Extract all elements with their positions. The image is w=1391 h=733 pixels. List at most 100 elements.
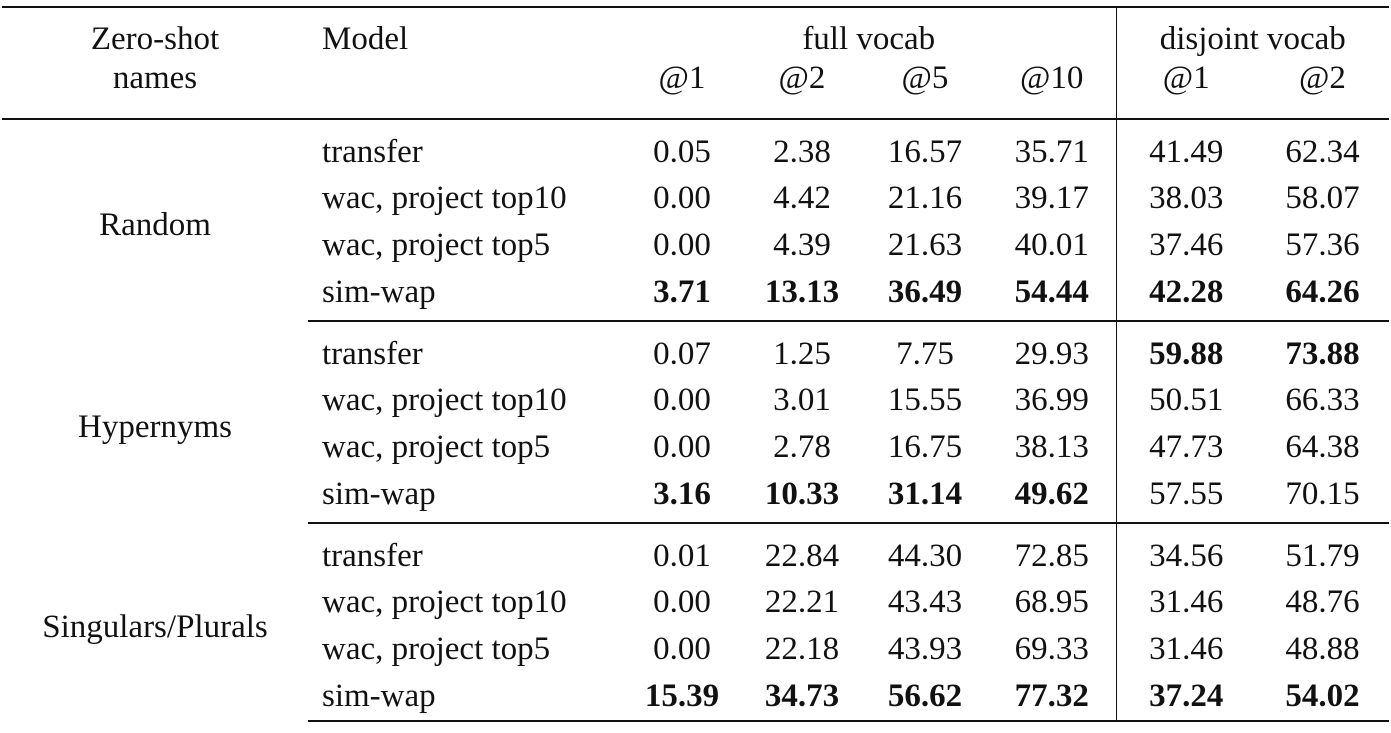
score-disjoint-vocab: 62.34 [1285,134,1360,170]
header-group-line2: names [2,58,308,120]
score-full-vocab: 0.01 [653,538,711,574]
table-row: wac, project top5 0.00 4.39 21.63 40.01 37.46… [2,222,1389,269]
header-k-disjoint: @2 [1256,58,1389,120]
header-k: @10 [988,58,1116,120]
score-disjoint-vocab: 59.88 [1115,321,1256,377]
score-full-vocab: 39.17 [1014,180,1089,216]
header-k: @1 [622,58,742,120]
score-full-vocab: 22.21 [764,584,840,620]
score-disjoint-vocab: 73.88 [1285,336,1360,372]
score-disjoint-vocab: 58.07 [1285,180,1360,216]
score-full-vocab: 43.93 [887,631,963,667]
score-full-vocab: 0.05 [653,134,711,170]
table-row: sim-wap 15.39 34.73 56.62 77.32 37.24 54.02 [2,673,1389,722]
header-full-vocab: full vocab [622,6,1116,58]
score-full-vocab: 31.14 [862,471,988,524]
header-row-2: names @1 @2 @5 @10 @1 @2 [2,58,1389,120]
model-name: wac, project top10 [322,382,567,418]
score-disjoint-vocab: 47.73 [1115,424,1256,471]
table-row: wac, project top5 0.00 22.18 43.93 69.33 31.4… [2,626,1389,673]
score-full-vocab: 0.00 [653,382,711,418]
score-full-vocab: 13.13 [742,269,862,322]
model-name: transfer [322,134,423,170]
score-full-vocab: 38.13 [1014,429,1089,465]
score-full-vocab: 21.16 [887,180,963,216]
header-group-line1: Zero-shot [2,6,308,58]
score-disjoint-vocab: 57.55 [1115,471,1256,524]
score-disjoint-vocab: 51.79 [1285,538,1360,574]
table-row: sim-wap 3.16 10.33 31.14 49.62 57.55 70.15 [2,471,1389,524]
table-row: Random transfer 0.05 2.38 16.57 35.71 41.49 62.… [2,119,1389,243]
score-full-vocab: 35.71 [1014,134,1089,170]
score-full-vocab: 0.00 [653,584,711,620]
header-model: Model [308,6,622,58]
score-full-vocab: 16.57 [887,134,963,170]
results-body: Random transfer 0.05 2.38 16.57 35.71 41.49 62.… [2,119,1389,722]
score-disjoint-vocab: 48.76 [1285,584,1360,620]
table-row: wac, project top10 0.00 22.21 43.43 68.95 31.… [2,579,1389,626]
model-name: wac, project top5 [322,429,551,465]
score-full-vocab: 0.07 [653,336,711,372]
group-label: Singulars/Plurals [42,608,268,645]
model-name: wac, project top5 [322,227,551,263]
score-disjoint-vocab: 42.28 [1115,269,1256,322]
table-row: sim-wap 3.71 13.13 36.49 54.44 42.28 64.26 [2,269,1389,322]
score-full-vocab: 7.75 [896,336,954,372]
score-full-vocab: 29.93 [1014,336,1089,372]
score-full-vocab: 21.63 [887,227,963,263]
model-name: transfer [322,336,423,372]
score-full-vocab: 77.32 [988,673,1116,722]
score-full-vocab: 16.75 [887,429,963,465]
score-full-vocab: 0.00 [653,180,711,216]
score-full-vocab: 2.38 [773,134,831,170]
score-full-vocab: 3.16 [622,471,742,524]
score-full-vocab: 68.95 [1014,584,1089,620]
model-name: wac, project top10 [322,584,567,620]
score-full-vocab: 34.73 [742,673,862,722]
header-k: @5 [862,58,988,120]
model-name: sim-wap [308,471,622,524]
score-disjoint-vocab: 38.03 [1115,175,1256,222]
score-full-vocab: 36.99 [1014,382,1089,418]
header-k-disjoint: @1 [1115,58,1256,120]
score-disjoint-vocab: 70.15 [1256,471,1389,524]
score-full-vocab: 15.55 [887,382,963,418]
score-full-vocab: 0.00 [653,227,711,263]
score-disjoint-vocab: 57.36 [1285,227,1360,263]
score-full-vocab: 54.44 [988,269,1116,322]
score-full-vocab: 4.42 [773,180,831,216]
score-disjoint-vocab: 64.26 [1256,269,1389,322]
score-full-vocab: 0.00 [653,631,711,667]
header-row-1: Zero-shot Model full vocab disjoint voca… [2,6,1389,58]
score-full-vocab: 15.39 [622,673,742,722]
score-full-vocab: 40.01 [1014,227,1089,263]
score-full-vocab: 22.84 [764,538,840,574]
score-full-vocab: 1.25 [773,336,831,372]
score-full-vocab: 43.43 [887,584,963,620]
header-k: @2 [742,58,862,120]
model-name: transfer [322,538,423,574]
score-disjoint-vocab: 37.24 [1115,673,1256,722]
table-row: wac, project top10 0.00 3.01 15.55 36.99 50.5… [2,377,1389,424]
score-disjoint-vocab: 37.46 [1115,222,1256,269]
score-disjoint-vocab: 64.38 [1285,429,1360,465]
score-full-vocab: 3.01 [773,382,831,418]
score-disjoint-vocab: 34.56 [1115,523,1256,579]
score-full-vocab: 10.33 [742,471,862,524]
score-full-vocab: 2.78 [773,429,831,465]
score-full-vocab: 4.39 [773,227,831,263]
score-full-vocab: 0.00 [653,429,711,465]
score-full-vocab: 22.18 [764,631,840,667]
header-disjoint-vocab: disjoint vocab [1115,6,1389,58]
score-disjoint-vocab: 48.88 [1285,631,1360,667]
group-label: Hypernyms [78,408,232,445]
model-name: sim-wap [308,673,622,722]
model-name: sim-wap [308,269,622,322]
model-name: wac, project top10 [322,180,567,216]
score-full-vocab: 44.30 [887,538,963,574]
score-full-vocab: 72.85 [1014,538,1089,574]
score-full-vocab: 3.71 [622,269,742,322]
table-row: wac, project top5 0.00 2.78 16.75 38.13 47.73… [2,424,1389,471]
score-full-vocab: 69.33 [1014,631,1089,667]
